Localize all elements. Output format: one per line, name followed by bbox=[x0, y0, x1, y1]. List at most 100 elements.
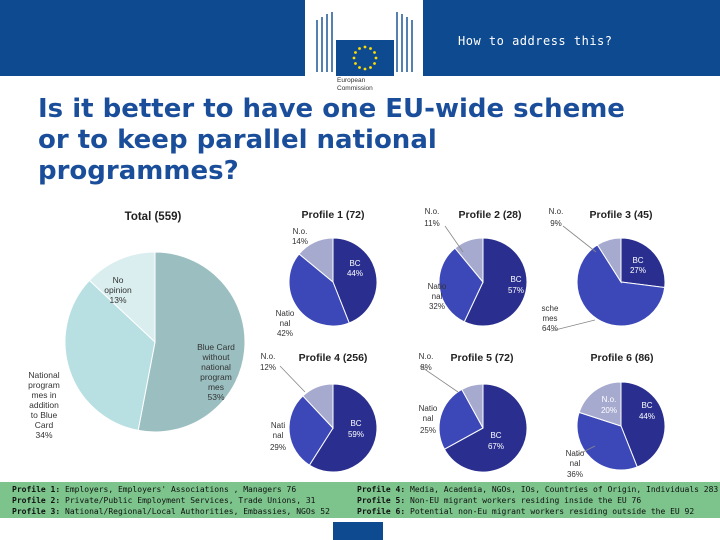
profile-6-label: BC bbox=[641, 401, 652, 410]
profile-3-label: sche bbox=[542, 304, 559, 313]
profile-6-label: 20% bbox=[601, 406, 617, 415]
profile-4-label: nal bbox=[273, 431, 284, 440]
profile-3-label: BC bbox=[632, 256, 643, 265]
pie-1-slice-0 bbox=[332, 237, 378, 324]
pie-2-slice-2 bbox=[454, 237, 484, 284]
profile-4-label: 12% bbox=[260, 363, 276, 372]
profile-4-label: 29% bbox=[270, 443, 286, 452]
title-line-2: or to keep parallel national bbox=[38, 125, 437, 155]
flag-star bbox=[358, 47, 361, 50]
flag-star bbox=[354, 62, 357, 65]
flag-star bbox=[363, 67, 367, 71]
legend-item-4: Profile 4: Media, Academia, NGOs, IOs, C… bbox=[357, 485, 719, 494]
flag-star bbox=[374, 56, 378, 60]
profile-1-label: 42% bbox=[277, 329, 293, 338]
pie-6-slice-1 bbox=[576, 411, 638, 471]
leader-line bbox=[550, 319, 596, 332]
profile-2-label: 57% bbox=[508, 286, 524, 295]
profile-2-label: nal bbox=[432, 292, 443, 301]
profile-5-label: BC bbox=[490, 431, 501, 440]
pie-5-slice-2 bbox=[461, 383, 484, 429]
pie-4-slice-1 bbox=[288, 395, 334, 466]
profile-5-label: Natio bbox=[419, 404, 438, 413]
flag-star bbox=[354, 51, 357, 54]
flag-star bbox=[369, 66, 372, 69]
profile-3-label: N.o. bbox=[549, 207, 564, 216]
section-title: How to address this? bbox=[458, 34, 613, 48]
profile-1-label: nal bbox=[280, 319, 291, 328]
pie-3-slice-0 bbox=[620, 237, 666, 289]
total-label-national: Card bbox=[35, 420, 54, 430]
chart-title-profile-1: Profile 1 (72) bbox=[301, 209, 364, 221]
profile-2-label: Natio bbox=[428, 282, 447, 291]
flag-star bbox=[373, 62, 376, 65]
total-label-bc: mes bbox=[208, 382, 224, 392]
profile-3-label: 64% bbox=[542, 324, 558, 333]
leader-line bbox=[419, 365, 459, 393]
profile-2-label: BC bbox=[510, 275, 521, 284]
profile-3-label: 27% bbox=[630, 266, 646, 275]
profile-1-label: 14% bbox=[292, 237, 308, 246]
profile-6-label: 36% bbox=[567, 470, 583, 479]
pie-2-slice-1 bbox=[438, 247, 484, 323]
total-label-bc: 53% bbox=[207, 392, 224, 402]
pie-4-slice-0 bbox=[308, 383, 378, 473]
leader-line bbox=[562, 225, 597, 253]
total-label-no: opinion bbox=[104, 285, 132, 295]
eu-flag-icon bbox=[316, 12, 413, 76]
profile-1-label: 44% bbox=[347, 269, 363, 278]
total-label-national: 34% bbox=[35, 430, 52, 440]
chart-title-profile-4: Profile 4 (256) bbox=[299, 352, 368, 364]
chart-title-profile-2: Profile 2 (28) bbox=[458, 209, 521, 221]
pie-3-slice-2 bbox=[596, 237, 622, 284]
flag-star bbox=[373, 51, 376, 54]
chart-title-total: Total (559) bbox=[125, 211, 182, 223]
legend-item-1: Profile 1: Employers, Employers' Associa… bbox=[12, 485, 297, 494]
total-label-national: addition bbox=[29, 400, 59, 410]
profile-5-label: 67% bbox=[488, 442, 504, 451]
logo-line-2: Commission bbox=[337, 85, 373, 92]
profile-5-label: 25% bbox=[420, 426, 436, 435]
profile-2-label: N.o. bbox=[425, 207, 440, 216]
pie-2-slice-0 bbox=[463, 237, 528, 327]
profile-2-label: 11% bbox=[424, 219, 439, 228]
leader-line bbox=[279, 365, 306, 393]
profile-4-label: Nati bbox=[271, 421, 285, 430]
profile-5-label: 8% bbox=[420, 363, 432, 372]
pie-charts: Total (559)Blue Cardwithoutnationalprogr… bbox=[28, 207, 666, 479]
profile-1-label: N.o. bbox=[293, 227, 308, 236]
total-label-national: mes in bbox=[31, 390, 56, 400]
profile-4-label: BC bbox=[350, 419, 361, 428]
legend-item-3: Profile 3: National/Regional/Local Autho… bbox=[12, 507, 330, 516]
total-label-no: 13% bbox=[109, 295, 126, 305]
pie-4-slice-2 bbox=[302, 383, 334, 430]
flag-star bbox=[352, 56, 356, 60]
pie-5-slice-0 bbox=[443, 383, 528, 473]
profile-1-label: Natio bbox=[276, 309, 295, 318]
leader-line bbox=[444, 225, 464, 253]
pie-0-slice-0 bbox=[137, 251, 246, 433]
profile-3-label: mes bbox=[542, 314, 557, 323]
profile-6-label: nal bbox=[570, 459, 581, 468]
legend-item-6: Profile 6: Potential non-Eu migrant work… bbox=[357, 507, 695, 516]
pie-0-slice-2 bbox=[88, 251, 156, 344]
pie-6-slice-2 bbox=[578, 381, 622, 427]
total-label-national: National bbox=[28, 370, 59, 380]
profile-6-label: Natio bbox=[566, 449, 585, 458]
profile-4-label: 59% bbox=[348, 430, 364, 439]
profile-5-label: N.o. bbox=[419, 352, 434, 361]
total-label-no: No bbox=[113, 275, 124, 285]
total-label-national: program bbox=[28, 380, 60, 390]
profile-legend: Profile 1: Employers, Employers' Associa… bbox=[0, 482, 720, 518]
total-label-bc: program bbox=[200, 372, 232, 382]
pie-1-slice-1 bbox=[288, 253, 350, 327]
legend-item-2: Profile 2: Private/Public Employment Ser… bbox=[12, 496, 316, 505]
commission-logo bbox=[305, 0, 423, 100]
chart-title-profile-6: Profile 6 (86) bbox=[590, 352, 653, 364]
profile-6-label: N.o. bbox=[602, 395, 617, 404]
profile-5-label: nal bbox=[423, 414, 434, 423]
pie-6-slice-0 bbox=[620, 381, 666, 468]
profile-4-label: N.o. bbox=[261, 352, 276, 361]
legend-item-5: Profile 5: Non-EU migrant workers residi… bbox=[357, 496, 642, 505]
chart-title-profile-5: Profile 5 (72) bbox=[450, 352, 513, 364]
